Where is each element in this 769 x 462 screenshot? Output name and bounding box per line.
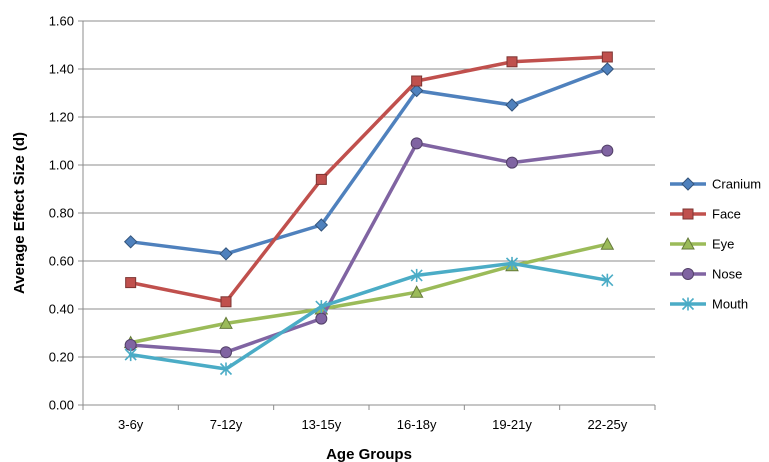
data-point-mouth: [505, 256, 519, 270]
x-tick-label: 22-25y: [587, 417, 627, 432]
data-point-face: [506, 56, 518, 68]
data-point-cranium: [314, 218, 329, 232]
series-line-mouth: [128, 261, 610, 371]
data-point-nose: [601, 144, 614, 157]
legend-label-eye: Eye: [712, 237, 734, 252]
data-point-eye: [219, 316, 233, 329]
legend-item-mouth: Mouth: [670, 297, 748, 312]
data-point-cranium: [505, 98, 519, 112]
y-tick-label: 1.20: [49, 110, 74, 125]
legend-label-face: Face: [712, 207, 741, 222]
x-tick-label: 7-12y: [210, 417, 243, 432]
legend-item-nose: Nose: [670, 267, 742, 282]
x-tick-label: 16-18y: [397, 417, 437, 432]
series-line-nose: [128, 141, 610, 354]
x-tick-label: 19-21y: [492, 417, 532, 432]
series-nose: [124, 137, 614, 359]
data-point-face: [601, 51, 613, 63]
data-point-mouth: [219, 362, 233, 376]
series-line-cranium: [128, 67, 610, 256]
data-point-mouth: [601, 273, 614, 287]
y-tick-label: 0.20: [49, 350, 74, 365]
data-point-face: [125, 277, 137, 289]
gridlines: [83, 20, 655, 358]
y-tick-label: 1.40: [49, 62, 74, 77]
legend-label-cranium: Cranium: [712, 177, 761, 192]
data-point-face: [411, 75, 423, 87]
y-tick-label: 0.00: [49, 398, 74, 413]
legend-item-eye: Eye: [670, 237, 734, 252]
data-point-face: [315, 173, 327, 185]
legend-label-mouth: Mouth: [712, 297, 748, 312]
series-face: [125, 51, 613, 308]
data-point-cranium: [600, 62, 615, 76]
legend-marker-nose: [682, 268, 694, 280]
data-point-eye: [600, 237, 615, 250]
data-point-nose: [315, 312, 328, 325]
x-tick-label: 13-15y: [301, 417, 341, 432]
data-point-mouth: [124, 348, 137, 362]
legend: Cranium Face Eye Nose Mouth: [670, 177, 761, 312]
x-axis-title: Age Groups: [326, 446, 412, 462]
legend-marker-mouth: [681, 297, 695, 311]
series-line-eye: [128, 242, 610, 345]
series-cranium: [123, 62, 615, 261]
y-tick-label: 1.00: [49, 158, 74, 173]
y-tick-label: 0.60: [49, 254, 74, 269]
x-tick-label: 3-6y: [118, 417, 144, 432]
data-point-nose: [506, 156, 518, 169]
series-line-face: [128, 55, 610, 304]
axes: 0.00 0.20 0.40 0.60 0.80 1.00 1.20 1.40 1.60 3-6y…: [49, 14, 656, 432]
data-point-mouth: [315, 300, 328, 314]
legend-marker-cranium: [681, 177, 695, 191]
data-point-cranium: [219, 247, 233, 261]
series-lines: [123, 51, 615, 376]
y-tick-label: 0.40: [49, 302, 74, 317]
y-tick-label: 1.60: [49, 14, 74, 29]
data-point-cranium: [409, 83, 424, 98]
series-mouth: [124, 256, 614, 376]
legend-marker-face: [682, 208, 694, 220]
data-point-nose: [410, 137, 423, 150]
data-point-face: [220, 296, 232, 308]
data-point-cranium: [123, 235, 138, 249]
legend-label-nose: Nose: [712, 267, 742, 282]
data-point-nose: [220, 346, 232, 359]
legend-item-cranium: Cranium: [670, 177, 761, 192]
series-eye: [123, 237, 615, 349]
y-axis-title: Average Effect Size (d): [11, 132, 28, 294]
legend-item-face: Face: [670, 207, 741, 222]
legend-marker-eye: [681, 236, 695, 250]
y-tick-label: 0.80: [49, 206, 74, 221]
data-point-eye: [409, 285, 424, 298]
data-point-mouth: [410, 268, 423, 282]
